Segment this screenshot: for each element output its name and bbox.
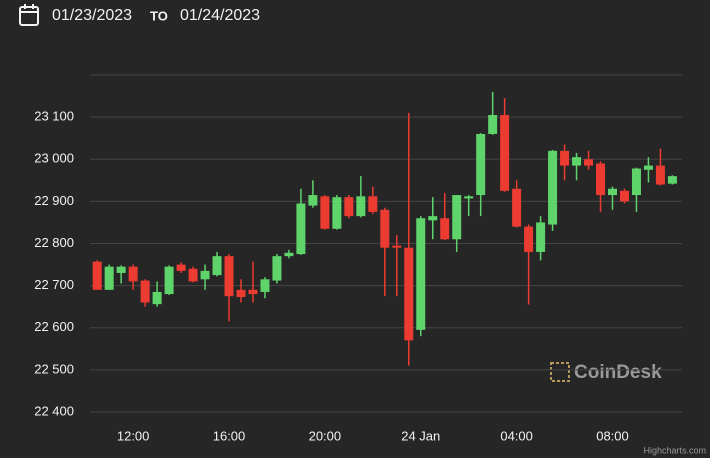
candle-body <box>500 115 510 191</box>
x-tick-label: 12:00 <box>117 428 150 443</box>
candle-body <box>152 291 162 305</box>
candle-body <box>524 226 534 252</box>
y-tick-label: 22 500 <box>34 361 74 376</box>
candle-body <box>560 150 570 166</box>
candle-body <box>548 150 558 225</box>
candle-body <box>248 289 258 295</box>
x-tick-label: 24 Jan <box>401 428 440 443</box>
candle-body <box>356 196 366 217</box>
x-tick-label: 04:00 <box>500 428 533 443</box>
credit[interactable]: Highcharts.com <box>643 445 706 455</box>
candle-body <box>104 266 114 290</box>
y-tick-label: 22 900 <box>34 193 74 208</box>
candle-body <box>224 256 234 297</box>
candle-body <box>416 218 426 330</box>
candle-body <box>584 159 594 166</box>
candle-body <box>332 197 342 229</box>
y-tick-label: 22 600 <box>34 319 74 334</box>
candle-body <box>368 196 378 212</box>
watermark-logo <box>550 362 570 382</box>
candle-body <box>176 264 186 271</box>
candle-body <box>140 280 150 303</box>
candle-body <box>643 165 653 170</box>
candle-body <box>488 115 498 134</box>
calendar-icon[interactable] <box>19 4 39 26</box>
candle-body <box>404 247 414 341</box>
y-tick-label: 23 000 <box>34 151 74 166</box>
candle-body <box>667 176 677 184</box>
from-date[interactable]: 01/23/2023 <box>52 7 132 24</box>
candle-body <box>631 168 641 196</box>
candle-body <box>655 165 665 185</box>
candle-body <box>572 157 582 166</box>
candle-body <box>536 222 546 252</box>
x-tick-label: 20:00 <box>309 428 342 443</box>
candle-body <box>320 196 330 229</box>
candle-body <box>92 261 102 290</box>
watermark: CoinDesk <box>574 362 662 383</box>
candle-body <box>260 279 270 292</box>
candle-body <box>607 188 617 196</box>
candle-body <box>308 195 318 206</box>
candle-body <box>392 245 402 248</box>
candle-body <box>188 268 198 282</box>
y-tick-label: 22 400 <box>34 403 74 418</box>
candle-body <box>428 216 438 221</box>
candle-body <box>452 195 462 240</box>
candle-body <box>619 190 629 202</box>
candle-body <box>284 252 294 257</box>
y-tick-label: 22 800 <box>34 235 74 250</box>
y-tick-label: 22 700 <box>34 277 74 292</box>
candle-body <box>476 133 486 196</box>
candle-body <box>440 218 450 240</box>
x-tick-label: 16:00 <box>213 428 246 443</box>
candle-body <box>596 163 606 196</box>
candle-body <box>296 203 306 255</box>
candle-body <box>344 197 354 217</box>
candle-body <box>200 270 210 280</box>
candle-body <box>164 266 174 295</box>
candle-body <box>380 209 390 248</box>
candle-body <box>128 266 138 282</box>
candle-body <box>464 196 474 199</box>
to-date[interactable]: 01/24/2023 <box>180 7 260 24</box>
x-tick-label: 08:00 <box>596 428 629 443</box>
candle-body <box>236 289 246 297</box>
candle-body <box>212 256 222 276</box>
candle-body <box>116 266 126 273</box>
candle-body <box>512 188 522 227</box>
date-separator: TO <box>150 8 168 23</box>
y-tick-label: 23 100 <box>34 109 74 124</box>
candle-body <box>272 256 282 281</box>
